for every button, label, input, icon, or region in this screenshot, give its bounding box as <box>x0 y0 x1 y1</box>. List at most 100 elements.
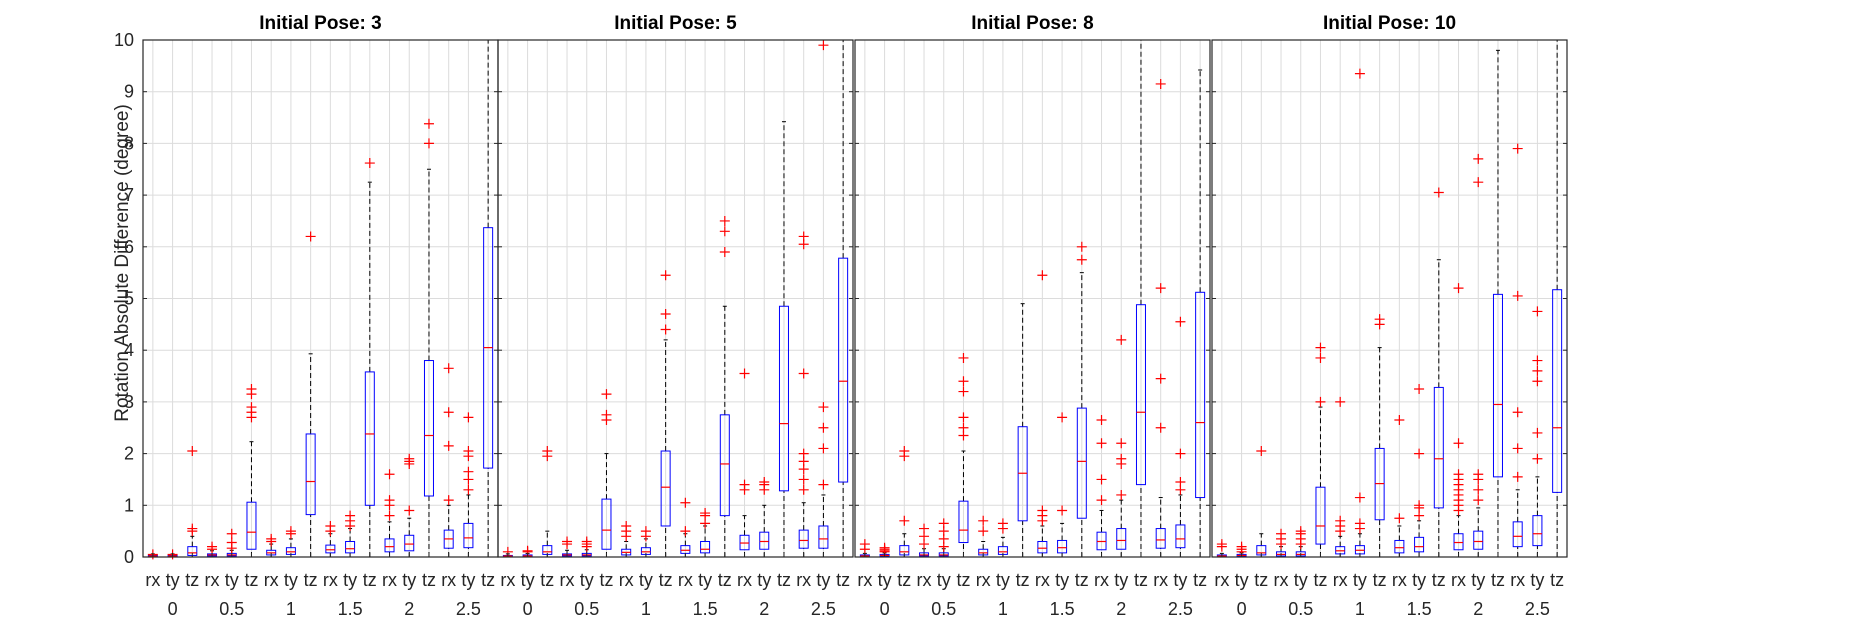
outlier-marker <box>680 526 691 537</box>
x-tick-member: rx <box>1392 570 1407 590</box>
iqr-box <box>1453 533 1464 551</box>
outlier-marker <box>1414 383 1425 394</box>
outlier-marker <box>1315 396 1326 407</box>
x-tick-member: tz <box>599 570 613 590</box>
iqr-box <box>1552 289 1563 493</box>
x-tick-member: tz <box>836 570 850 590</box>
iqr-box <box>384 538 395 553</box>
iqr-box <box>246 501 257 550</box>
outlier-marker <box>404 505 415 516</box>
y-tick-label: 4 <box>124 340 134 360</box>
outlier-marker <box>1116 438 1127 449</box>
x-tick-member: tz <box>1550 570 1564 590</box>
outlier-marker <box>463 446 474 457</box>
x-tick-member: ty <box>166 570 180 590</box>
outlier-marker <box>1057 505 1068 516</box>
outlier-marker <box>1116 453 1127 464</box>
outlier-marker <box>1512 407 1523 418</box>
outlier-marker <box>443 440 454 451</box>
outlier-marker <box>1532 365 1543 376</box>
outlier-marker <box>660 270 671 281</box>
y-tick-label: 2 <box>124 444 134 464</box>
outlier-marker <box>818 422 829 433</box>
y-tick-label: 9 <box>124 82 134 102</box>
x-tick-member: rx <box>1214 570 1229 590</box>
outlier-marker <box>1512 443 1523 454</box>
x-tick-group: 0.5 <box>931 599 956 619</box>
outlier-marker <box>700 508 711 519</box>
x-tick-member: rx <box>560 570 575 590</box>
x-tick-member: rx <box>382 570 397 590</box>
outlier-marker <box>1473 469 1484 480</box>
x-tick-member: rx <box>1094 570 1109 590</box>
outlier-marker <box>187 446 198 457</box>
x-tick-group: 2 <box>404 599 414 619</box>
x-tick-group: 0 <box>168 599 178 619</box>
x-tick-group: 1 <box>1355 599 1365 619</box>
x-tick-member: tz <box>1254 570 1268 590</box>
x-tick-member: tz <box>1432 570 1446 590</box>
outlier-marker <box>246 383 257 394</box>
outlier-marker <box>818 479 829 490</box>
x-tick-member: rx <box>500 570 515 590</box>
x-tick-member: ty <box>343 570 357 590</box>
x-tick-member: rx <box>1451 570 1466 590</box>
outlier-marker <box>1532 376 1543 387</box>
x-tick-group: 0.5 <box>1288 599 1313 619</box>
x-tick-member: tz <box>244 570 258 590</box>
outlier-marker <box>1295 526 1306 537</box>
outlier-marker <box>899 446 910 457</box>
box-1-rx <box>978 515 989 558</box>
outlier-marker <box>581 536 592 547</box>
outlier-marker <box>285 526 296 537</box>
x-tick-member: tz <box>897 570 911 590</box>
outlier-marker <box>938 518 949 529</box>
x-tick-member: ty <box>1114 570 1128 590</box>
outlier-marker <box>680 497 691 508</box>
outlier-marker <box>601 409 612 420</box>
outlier-marker <box>423 118 434 129</box>
x-tick-member: ty <box>698 570 712 590</box>
outlier-marker <box>1335 396 1346 407</box>
outlier-marker <box>384 469 395 480</box>
outlier-marker <box>1532 355 1543 366</box>
outlier-marker <box>187 523 198 534</box>
x-tick-group: 1 <box>641 599 651 619</box>
gridlines <box>143 39 1567 558</box>
outlier-marker <box>463 412 474 423</box>
x-tick-member: rx <box>857 570 872 590</box>
box-1.5-tz <box>1076 241 1087 558</box>
outlier-marker <box>1473 484 1484 495</box>
x-tick-member: ty <box>1353 570 1367 590</box>
outlier-marker <box>1037 270 1048 281</box>
outlier-marker <box>1335 515 1346 526</box>
x-tick-group: 2 <box>1473 599 1483 619</box>
x-tick-member: ty <box>996 570 1010 590</box>
outlier-marker <box>1116 489 1127 500</box>
y-tick-label: 0 <box>124 547 134 567</box>
outlier-marker <box>1037 505 1048 516</box>
iqr-box <box>1155 528 1166 549</box>
iqr-box <box>798 529 809 549</box>
box-1-tz <box>660 270 671 558</box>
outlier-marker <box>978 515 989 526</box>
outlier-marker <box>364 158 375 169</box>
outlier-marker <box>1175 477 1186 488</box>
outlier-marker <box>1096 474 1107 485</box>
outlier-marker <box>739 368 750 379</box>
outlier-marker <box>759 477 770 488</box>
x-tick-member: tz <box>363 570 377 590</box>
outlier-marker <box>1076 241 1087 252</box>
outlier-marker <box>1116 334 1127 345</box>
iqr-box <box>958 500 969 544</box>
outlier-marker <box>719 246 730 257</box>
x-tick-member: rx <box>1035 570 1050 590</box>
outlier-marker <box>798 484 809 495</box>
x-tick-member: tz <box>956 570 970 590</box>
x-tick-member: rx <box>796 570 811 590</box>
x-tick-member: tz <box>185 570 199 590</box>
outlier-marker <box>443 495 454 506</box>
box-2-rx <box>739 368 750 558</box>
